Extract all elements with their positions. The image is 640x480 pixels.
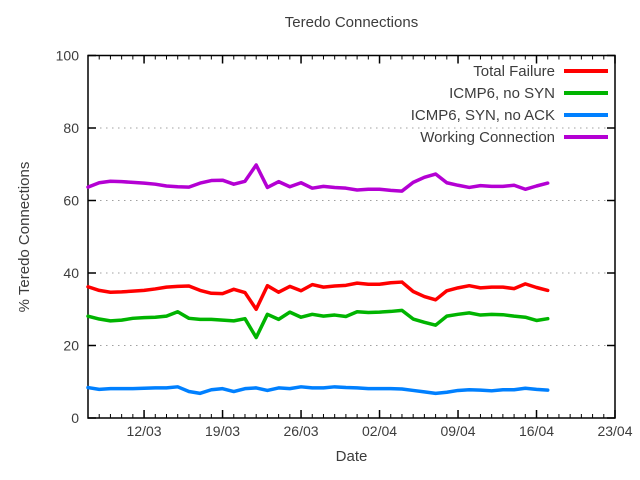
chart-title: Teredo Connections [284, 14, 419, 31]
series-line-icmp6-no-syn [86, 308, 550, 340]
y-tick-label: 20 [63, 338, 79, 354]
y-tick-label: 100 [56, 48, 80, 64]
legend-item-label: Total Failure [473, 62, 555, 80]
x-tick-label: 12/03 [127, 423, 162, 439]
series-line-working-connection [86, 163, 550, 193]
legend-color-swatch [564, 135, 608, 139]
x-tick-label: 23/04 [597, 423, 632, 439]
y-tick-label: 0 [71, 410, 79, 426]
legend-item-label: ICMP6, no SYN [449, 84, 555, 102]
x-tick-label: 19/03 [205, 423, 240, 439]
legend-item-label: ICMP6, SYN, no ACK [410, 106, 555, 124]
x-tick-label: 02/04 [362, 423, 397, 439]
x-tick-label: 16/04 [519, 423, 554, 439]
y-tick-label: 60 [63, 193, 79, 209]
legend-item: Total Failure [411, 60, 608, 82]
series-line-icmp6-syn-no-ack [86, 385, 550, 396]
legend-item: ICMP6, SYN, no ACK [411, 104, 608, 126]
legend-color-swatch [564, 91, 608, 95]
plot-border [87, 54, 616, 419]
legend: Total Failure ICMP6, no SYN ICMP6, SYN, … [411, 60, 608, 148]
y-tick-label: 80 [63, 120, 79, 136]
x-tick-label: 26/03 [284, 423, 319, 439]
legend-item: Working Connection [411, 126, 608, 148]
legend-item-label: Working Connection [420, 128, 555, 146]
legend-color-swatch [564, 113, 608, 117]
legend-item: ICMP6, no SYN [411, 82, 608, 104]
x-axis-title: Date [335, 448, 368, 465]
y-tick-label: 40 [63, 265, 79, 281]
legend-color-swatch [564, 69, 608, 73]
x-tick-label: 09/04 [440, 423, 475, 439]
series-line-total-failure [86, 280, 550, 311]
